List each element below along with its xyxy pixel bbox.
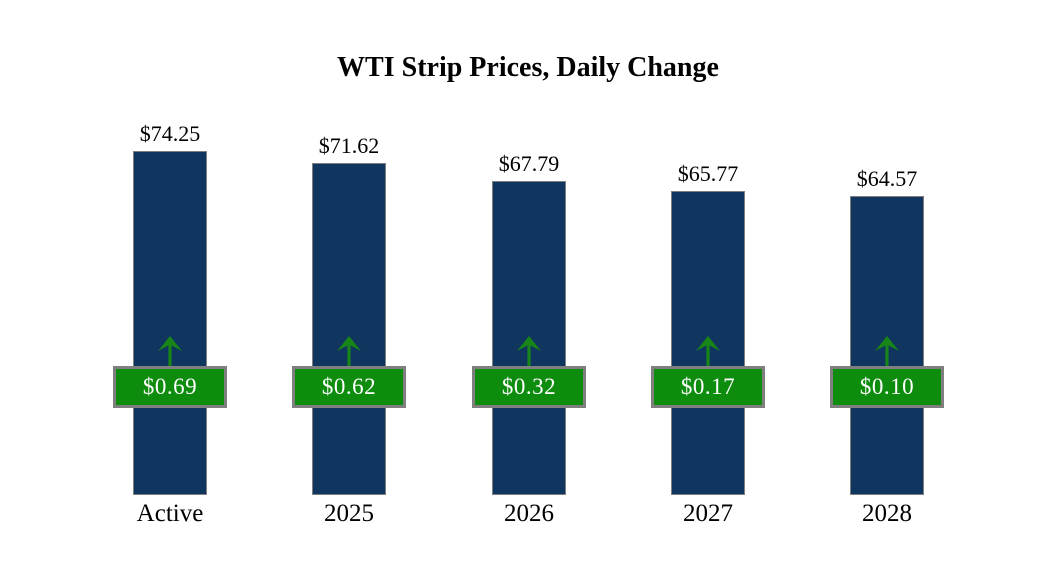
bar-column: $71.62 $0.62 2025 xyxy=(259,0,439,576)
change-badge: $0.32 xyxy=(472,366,586,408)
category-label: Active xyxy=(136,500,204,527)
change-badge: $0.17 xyxy=(651,366,765,408)
change-label: $0.10 xyxy=(859,374,915,399)
category-label: 2025 xyxy=(324,500,374,527)
change-label: $0.69 xyxy=(142,374,198,399)
change-badge: $0.69 xyxy=(113,366,227,408)
change-label: $0.32 xyxy=(501,374,557,399)
up-arrow-icon xyxy=(875,336,899,366)
price-label: $74.25 xyxy=(139,121,201,147)
change-badge: $0.62 xyxy=(292,366,406,408)
change-badge: $0.10 xyxy=(830,366,944,408)
bar-column: $64.57 $0.10 2028 xyxy=(797,0,977,576)
up-arrow-icon xyxy=(337,336,361,366)
price-label: $71.62 xyxy=(318,133,380,159)
price-label: $67.79 xyxy=(498,151,560,177)
category-label: 2028 xyxy=(862,500,912,527)
category-label: 2026 xyxy=(504,500,554,527)
bar-column: $74.25 $0.69 Active xyxy=(80,0,260,576)
bar xyxy=(133,151,207,495)
change-label: $0.62 xyxy=(321,374,377,399)
up-arrow-icon xyxy=(517,336,541,366)
price-label: $65.77 xyxy=(677,160,739,186)
bar xyxy=(312,163,386,495)
chart-title: WTI Strip Prices, Daily Change xyxy=(337,52,719,83)
bar-column: $65.77 $0.17 2027 xyxy=(618,0,798,576)
category-label: 2027 xyxy=(683,500,733,527)
change-label: $0.17 xyxy=(680,374,736,399)
up-arrow-icon xyxy=(696,336,720,366)
price-label: $64.57 xyxy=(856,166,918,191)
bar-column: $67.79 $0.32 2026 xyxy=(439,0,619,576)
up-arrow-icon xyxy=(158,336,182,366)
